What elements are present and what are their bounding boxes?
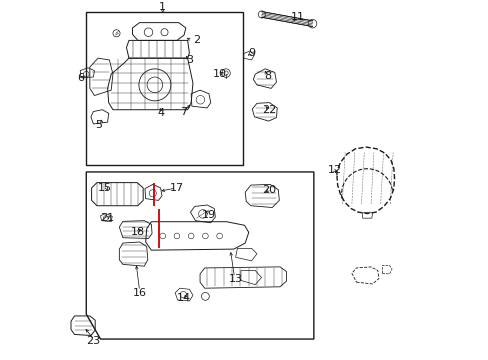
Text: 2: 2 (193, 35, 200, 45)
Text: 20: 20 (262, 185, 276, 195)
Text: 6: 6 (77, 73, 84, 83)
Text: 9: 9 (247, 48, 255, 58)
Text: 22: 22 (262, 105, 276, 115)
Text: 11: 11 (290, 12, 304, 22)
Text: 4: 4 (157, 108, 164, 118)
Text: 7: 7 (180, 107, 187, 117)
Text: 1: 1 (159, 2, 166, 12)
Text: 18: 18 (130, 228, 144, 237)
Text: 16: 16 (132, 288, 146, 298)
Text: 17: 17 (169, 183, 183, 193)
Text: 15: 15 (98, 183, 112, 193)
Bar (86, 12, 242, 165)
Text: 23: 23 (86, 336, 100, 346)
Text: 12: 12 (327, 165, 342, 175)
Text: 13: 13 (228, 274, 242, 284)
Text: 8: 8 (264, 71, 271, 81)
Text: 14: 14 (177, 293, 191, 303)
Text: 21: 21 (101, 213, 115, 223)
Text: 5: 5 (95, 120, 102, 130)
Text: 3: 3 (185, 55, 192, 65)
Text: 19: 19 (202, 210, 216, 220)
Text: 10: 10 (212, 69, 226, 79)
